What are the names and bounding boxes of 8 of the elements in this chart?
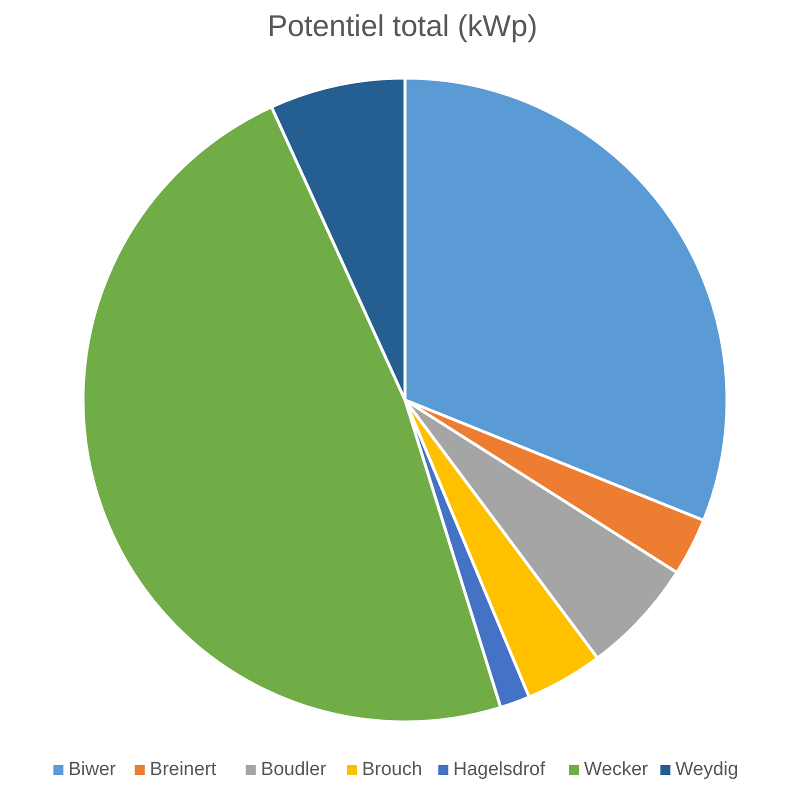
legend-label: Boudler xyxy=(260,759,327,780)
legend-label: Hagelsdrof xyxy=(453,759,546,780)
legend-label: Breinert xyxy=(150,759,218,780)
legend-label: Weydig xyxy=(675,759,738,780)
legend-label: Brouch xyxy=(362,759,422,780)
chart-title: Potentiel total (kWp) xyxy=(267,10,538,43)
legend-label: Biwer xyxy=(68,759,117,780)
legend-label: Wecker xyxy=(584,759,649,780)
